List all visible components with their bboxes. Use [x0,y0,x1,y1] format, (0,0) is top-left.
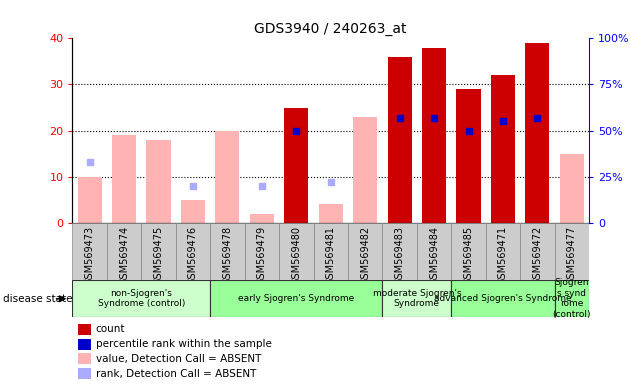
Bar [250,214,274,223]
Text: GSM569471: GSM569471 [498,225,508,285]
Bar [520,223,554,280]
Bar [457,89,481,223]
Text: percentile rank within the sample: percentile rank within the sample [96,339,272,349]
Bar [554,223,589,280]
Text: rank, Detection Call = ABSENT: rank, Detection Call = ABSENT [96,369,256,379]
Text: moderate Sjogren's
Syndrome: moderate Sjogren's Syndrome [372,289,461,308]
Bar [382,223,417,280]
Bar [77,324,91,335]
Text: GSM569473: GSM569473 [84,225,94,285]
Text: value, Detection Call = ABSENT: value, Detection Call = ABSENT [96,354,261,364]
Text: non-Sjogren's
Syndrome (control): non-Sjogren's Syndrome (control) [98,289,185,308]
Bar [284,108,308,223]
Bar [348,223,382,280]
Bar [77,368,91,379]
Bar [72,280,210,317]
Bar [107,223,141,280]
Bar [215,131,239,223]
Text: GSM569481: GSM569481 [326,225,336,285]
Text: GSM569483: GSM569483 [394,225,404,285]
Bar [314,223,348,280]
Bar [560,154,584,223]
Bar [176,223,210,280]
Text: GSM569478: GSM569478 [222,225,232,285]
Bar [417,223,451,280]
Bar [77,177,101,223]
Text: GSM569480: GSM569480 [291,225,301,285]
Title: GDS3940 / 240263_at: GDS3940 / 240263_at [255,22,407,36]
Bar [451,280,554,317]
Bar [181,200,205,223]
Bar [147,140,171,223]
Bar [525,43,549,223]
Text: GSM569479: GSM569479 [257,225,267,285]
Bar [77,353,91,364]
Text: Sjogren
s synd
rome
(control): Sjogren s synd rome (control) [553,278,591,319]
Bar [491,75,515,223]
Bar [554,280,589,317]
Bar [112,135,136,223]
Bar [77,339,91,349]
Bar [210,223,244,280]
Text: GSM569472: GSM569472 [532,225,542,285]
Text: GSM569475: GSM569475 [154,225,164,285]
Bar [244,223,279,280]
Text: count: count [96,324,125,334]
Text: early Sjogren's Syndrome: early Sjogren's Syndrome [238,294,355,303]
Bar [72,223,107,280]
Bar [486,223,520,280]
Bar [382,280,451,317]
Text: GSM569474: GSM569474 [119,225,129,285]
Bar [422,48,446,223]
Bar [353,117,377,223]
Bar [319,204,343,223]
Bar [387,57,411,223]
Text: GSM569476: GSM569476 [188,225,198,285]
Text: GSM569477: GSM569477 [567,225,577,285]
Bar [451,223,486,280]
Text: advanced Sjogren's Syndrome: advanced Sjogren's Syndrome [434,294,572,303]
Bar [210,280,382,317]
Text: GSM569482: GSM569482 [360,225,370,285]
Bar [141,223,176,280]
Text: GSM569485: GSM569485 [464,225,474,285]
Bar [279,223,314,280]
Text: GSM569484: GSM569484 [429,225,439,285]
Text: disease state: disease state [3,294,72,304]
